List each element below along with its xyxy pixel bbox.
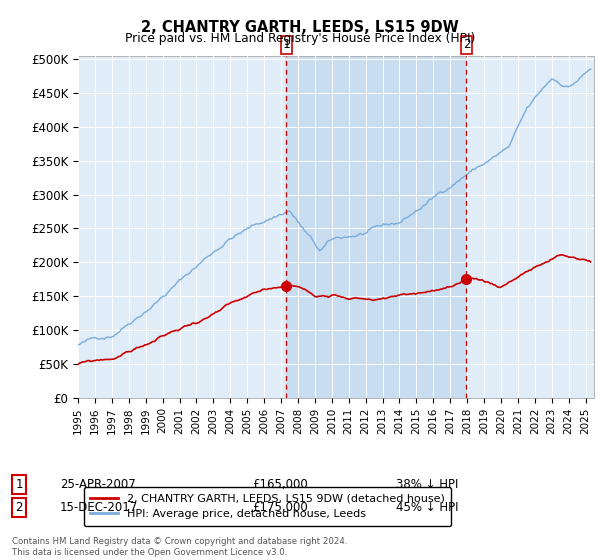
Text: £165,000: £165,000 — [252, 478, 308, 491]
Text: 1: 1 — [16, 478, 23, 491]
Text: £175,000: £175,000 — [252, 501, 308, 515]
Text: Price paid vs. HM Land Registry's House Price Index (HPI): Price paid vs. HM Land Registry's House … — [125, 32, 475, 45]
Text: 45% ↓ HPI: 45% ↓ HPI — [396, 501, 458, 515]
Text: 2: 2 — [463, 39, 470, 52]
Legend: 2, CHANTRY GARTH, LEEDS, LS15 9DW (detached house), HPI: Average price, detached: 2, CHANTRY GARTH, LEEDS, LS15 9DW (detac… — [83, 487, 451, 526]
Text: 2, CHANTRY GARTH, LEEDS, LS15 9DW: 2, CHANTRY GARTH, LEEDS, LS15 9DW — [141, 20, 459, 35]
Text: 1: 1 — [283, 39, 290, 52]
Bar — [286, 56, 466, 398]
Text: 2: 2 — [16, 501, 23, 515]
Text: 15-DEC-2017: 15-DEC-2017 — [60, 501, 138, 515]
Text: 25-APR-2007: 25-APR-2007 — [60, 478, 136, 491]
Text: 38% ↓ HPI: 38% ↓ HPI — [396, 478, 458, 491]
FancyBboxPatch shape — [461, 35, 472, 54]
FancyBboxPatch shape — [281, 35, 292, 54]
Text: Contains HM Land Registry data © Crown copyright and database right 2024.
This d: Contains HM Land Registry data © Crown c… — [12, 537, 347, 557]
